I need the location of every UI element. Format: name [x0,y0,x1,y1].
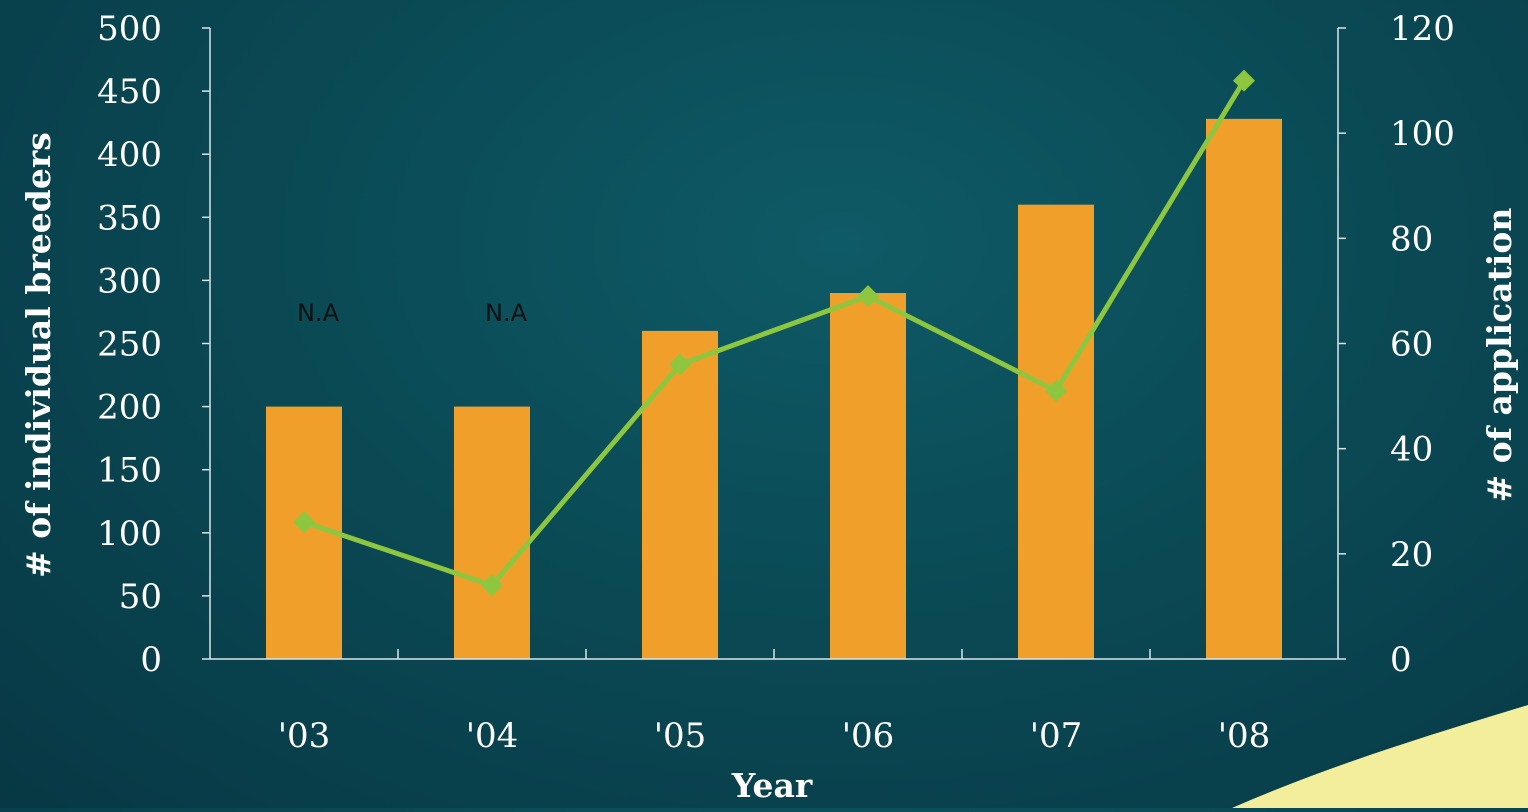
right-y-tick-label: 0 [1390,640,1412,680]
right-y-tick-label: 60 [1390,325,1433,365]
right-y-tick-label: 100 [1390,114,1455,154]
line-point-1 [481,574,503,597]
left-y-tick-label: 350 [97,198,162,238]
x-tick-label: '04 [466,716,519,756]
left-y-tick-label: 0 [140,640,162,680]
left-y-tick-label: 200 [97,388,162,428]
x-tick-label: '05 [654,716,707,756]
x-tick-label: '06 [842,716,895,756]
x-tick-label: '07 [1030,716,1083,756]
x-axis-title: Year [731,766,813,805]
right-y-tick-label: 20 [1390,535,1433,575]
right-y-tick-label: 80 [1390,219,1433,259]
na-annotation: N.A [297,299,340,327]
bar-1 [454,406,530,659]
left-y-tick-label: 500 [97,9,162,49]
bar-4 [1018,204,1094,659]
left-y-tick-label: 400 [97,135,162,175]
bar-5 [1206,118,1282,659]
line-point-2 [669,353,691,376]
left-y-tick-label: 450 [97,72,162,112]
right-y-axis-title: # of application [1480,208,1519,503]
left-y-tick-label: 150 [97,451,162,491]
bar-3 [830,293,906,659]
x-tick-label: '03 [278,716,331,756]
left-y-tick-label: 300 [97,261,162,301]
left-y-tick-label: 50 [119,577,162,617]
na-annotation: N.A [485,299,528,327]
bar-2 [642,330,718,659]
x-tick-label: '08 [1218,716,1271,756]
line-point-4 [1045,379,1067,402]
accent-swoosh [1232,705,1528,808]
line-point-5 [1233,69,1255,92]
left-y-tick-label: 100 [97,514,162,554]
right-y-tick-label: 120 [1390,9,1455,49]
right-y-tick-label: 40 [1390,430,1433,470]
left-y-tick-label: 250 [97,325,162,365]
applications-line [303,79,1247,588]
left-y-axis-title: # of individual breeders [19,132,58,578]
line-point-0 [293,511,315,534]
line-point-3 [857,285,879,308]
